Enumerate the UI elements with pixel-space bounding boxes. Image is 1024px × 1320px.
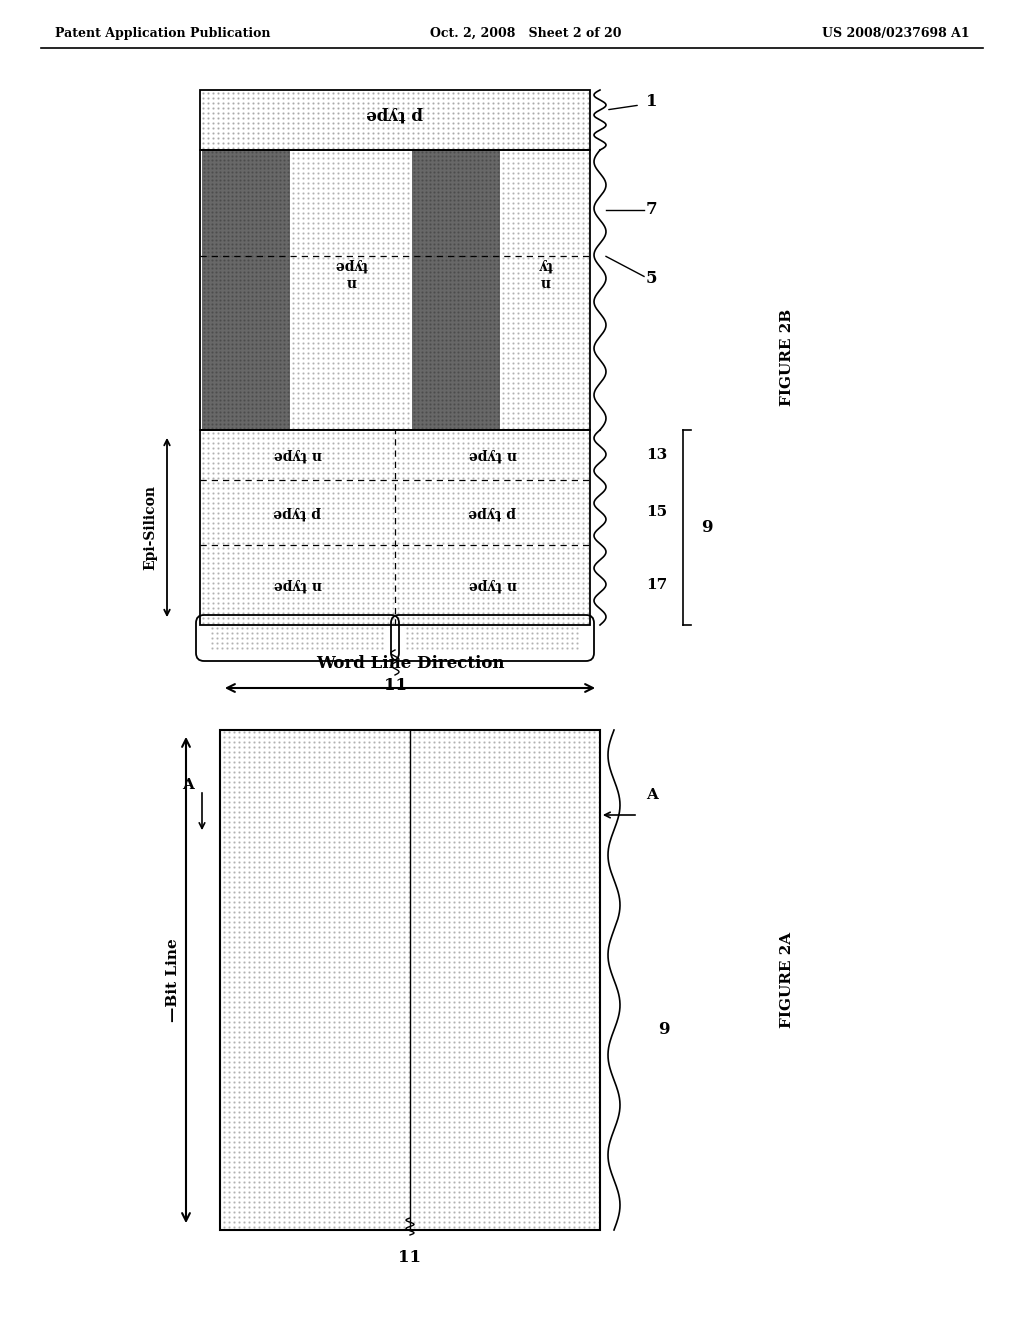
Text: FIGURE 2A: FIGURE 2A bbox=[780, 932, 794, 1028]
Text: 11: 11 bbox=[398, 1250, 422, 1266]
Text: 11: 11 bbox=[384, 676, 407, 693]
Text: A: A bbox=[182, 777, 194, 792]
Text: n type: n type bbox=[273, 447, 322, 462]
Bar bbox=[200, 150, 590, 430]
Bar bbox=[220, 730, 600, 1230]
Bar bbox=[412, 150, 500, 430]
Text: —Bit Line: —Bit Line bbox=[166, 939, 180, 1022]
Text: n type: n type bbox=[468, 578, 516, 591]
Text: 13: 13 bbox=[646, 447, 668, 462]
Text: 17: 17 bbox=[646, 578, 668, 591]
Text: n: n bbox=[346, 275, 356, 289]
Text: Patent Application Publication: Patent Application Publication bbox=[55, 26, 270, 40]
Bar bbox=[202, 150, 290, 430]
Text: 7: 7 bbox=[646, 202, 657, 219]
Text: p type: p type bbox=[469, 506, 516, 520]
Bar bbox=[200, 430, 590, 624]
Text: 9: 9 bbox=[701, 519, 713, 536]
Text: US 2008/0237698 A1: US 2008/0237698 A1 bbox=[822, 26, 970, 40]
Text: n type: n type bbox=[468, 447, 516, 462]
Text: 5: 5 bbox=[646, 269, 657, 286]
Text: 9: 9 bbox=[658, 1022, 670, 1039]
Text: Epi-Silicon: Epi-Silicon bbox=[143, 484, 157, 570]
Text: n: n bbox=[540, 275, 550, 289]
Text: p type: p type bbox=[367, 107, 423, 124]
Text: 15: 15 bbox=[646, 506, 667, 520]
Text: type: type bbox=[335, 257, 368, 272]
Text: Word Line Direction: Word Line Direction bbox=[315, 655, 504, 672]
Text: Oct. 2, 2008   Sheet 2 of 20: Oct. 2, 2008 Sheet 2 of 20 bbox=[430, 26, 622, 40]
Text: FIGURE 2B: FIGURE 2B bbox=[780, 309, 794, 407]
Text: 1: 1 bbox=[646, 94, 657, 111]
Text: ty: ty bbox=[538, 257, 552, 272]
Text: n type: n type bbox=[273, 578, 322, 591]
Bar bbox=[200, 90, 590, 150]
Text: p type: p type bbox=[273, 506, 322, 520]
Text: A: A bbox=[646, 788, 658, 803]
